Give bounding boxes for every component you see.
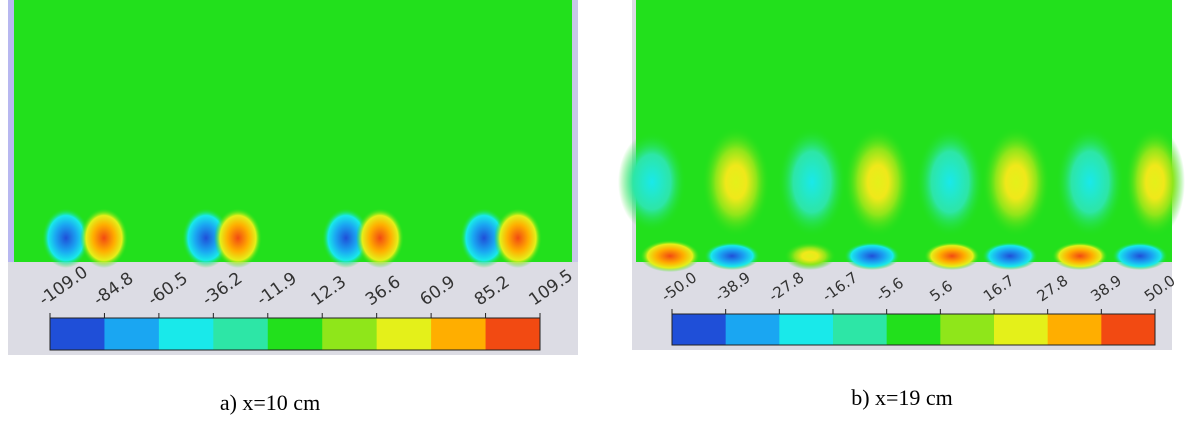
contour-b <box>618 0 1185 350</box>
colorbar-segment <box>431 318 487 350</box>
colorbar-segment <box>322 318 378 350</box>
colorbar-segment <box>886 314 941 345</box>
colorbar-segment <box>1047 314 1102 345</box>
colorbar-segment <box>485 318 541 350</box>
colorbar-segment <box>994 314 1049 345</box>
colorbar-segment <box>779 314 834 345</box>
colorbar-segment <box>833 314 888 345</box>
colorbar-segment <box>940 314 995 345</box>
colorbar-segment <box>725 314 780 345</box>
colorbar-segment <box>672 314 727 345</box>
colorbar-segment <box>1101 314 1156 345</box>
caption: a) x=10 cm <box>220 390 320 415</box>
contour-a <box>8 0 578 355</box>
caption: b) x=19 cm <box>851 385 953 410</box>
colorbar-segment <box>104 318 160 350</box>
colorbar-segment <box>267 318 323 350</box>
colorbar-segment <box>50 318 105 350</box>
colorbar-segment <box>158 318 214 350</box>
colorbar-segment <box>376 318 432 350</box>
colorbar-segment <box>213 318 269 350</box>
colorbar-frame <box>49 317 541 351</box>
colorbar-frame <box>671 313 1156 346</box>
